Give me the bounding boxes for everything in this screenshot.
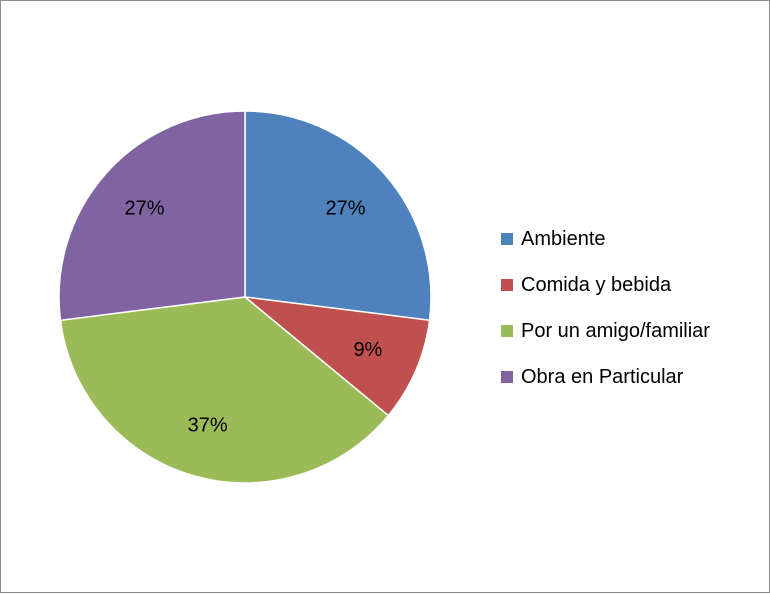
- legend-item-por-un-amigo-familiar: Por un amigo/familiar: [501, 308, 761, 354]
- legend-item-ambiente: Ambiente: [501, 216, 761, 262]
- legend-swatch-comida-y-bebida: [501, 279, 513, 291]
- pie-slice-comida-y-bebida: [242, 295, 431, 417]
- legend-label-obra-en-particular: Obra en Particular: [521, 365, 684, 388]
- legend-swatch-ambiente: [501, 233, 513, 245]
- pie-slices: [58, 110, 432, 484]
- legend-label-por-un-amigo-familiar: Por un amigo/familiar: [521, 319, 710, 342]
- legend-label-ambiente: Ambiente: [521, 227, 606, 250]
- pie-slice-ambiente: [244, 110, 432, 322]
- data-label-ambiente: 27%: [325, 197, 365, 219]
- pie-slice-por-un-amigo-familiar: [59, 296, 390, 484]
- pie-data-labels: 27% 9% 37% 27%: [124, 197, 382, 436]
- data-label-obra-en-particular: 27%: [124, 197, 164, 219]
- legend-item-comida-y-bebida: Comida y bebida: [501, 262, 761, 308]
- data-label-comida-y-bebida: 9%: [353, 339, 382, 361]
- legend-swatch-obra-en-particular: [501, 371, 513, 383]
- legend-label-comida-y-bebida: Comida y bebida: [521, 273, 672, 296]
- legend-item-obra-en-particular: Obra en Particular: [501, 354, 761, 400]
- data-label-por-un-amigo-familiar: 37%: [188, 415, 228, 437]
- pie-slice-obra-en-particular: [58, 110, 246, 322]
- chart-legend: Ambiente Comida y bebida Por un amigo/fa…: [501, 216, 761, 400]
- legend-swatch-por-un-amigo-familiar: [501, 325, 513, 337]
